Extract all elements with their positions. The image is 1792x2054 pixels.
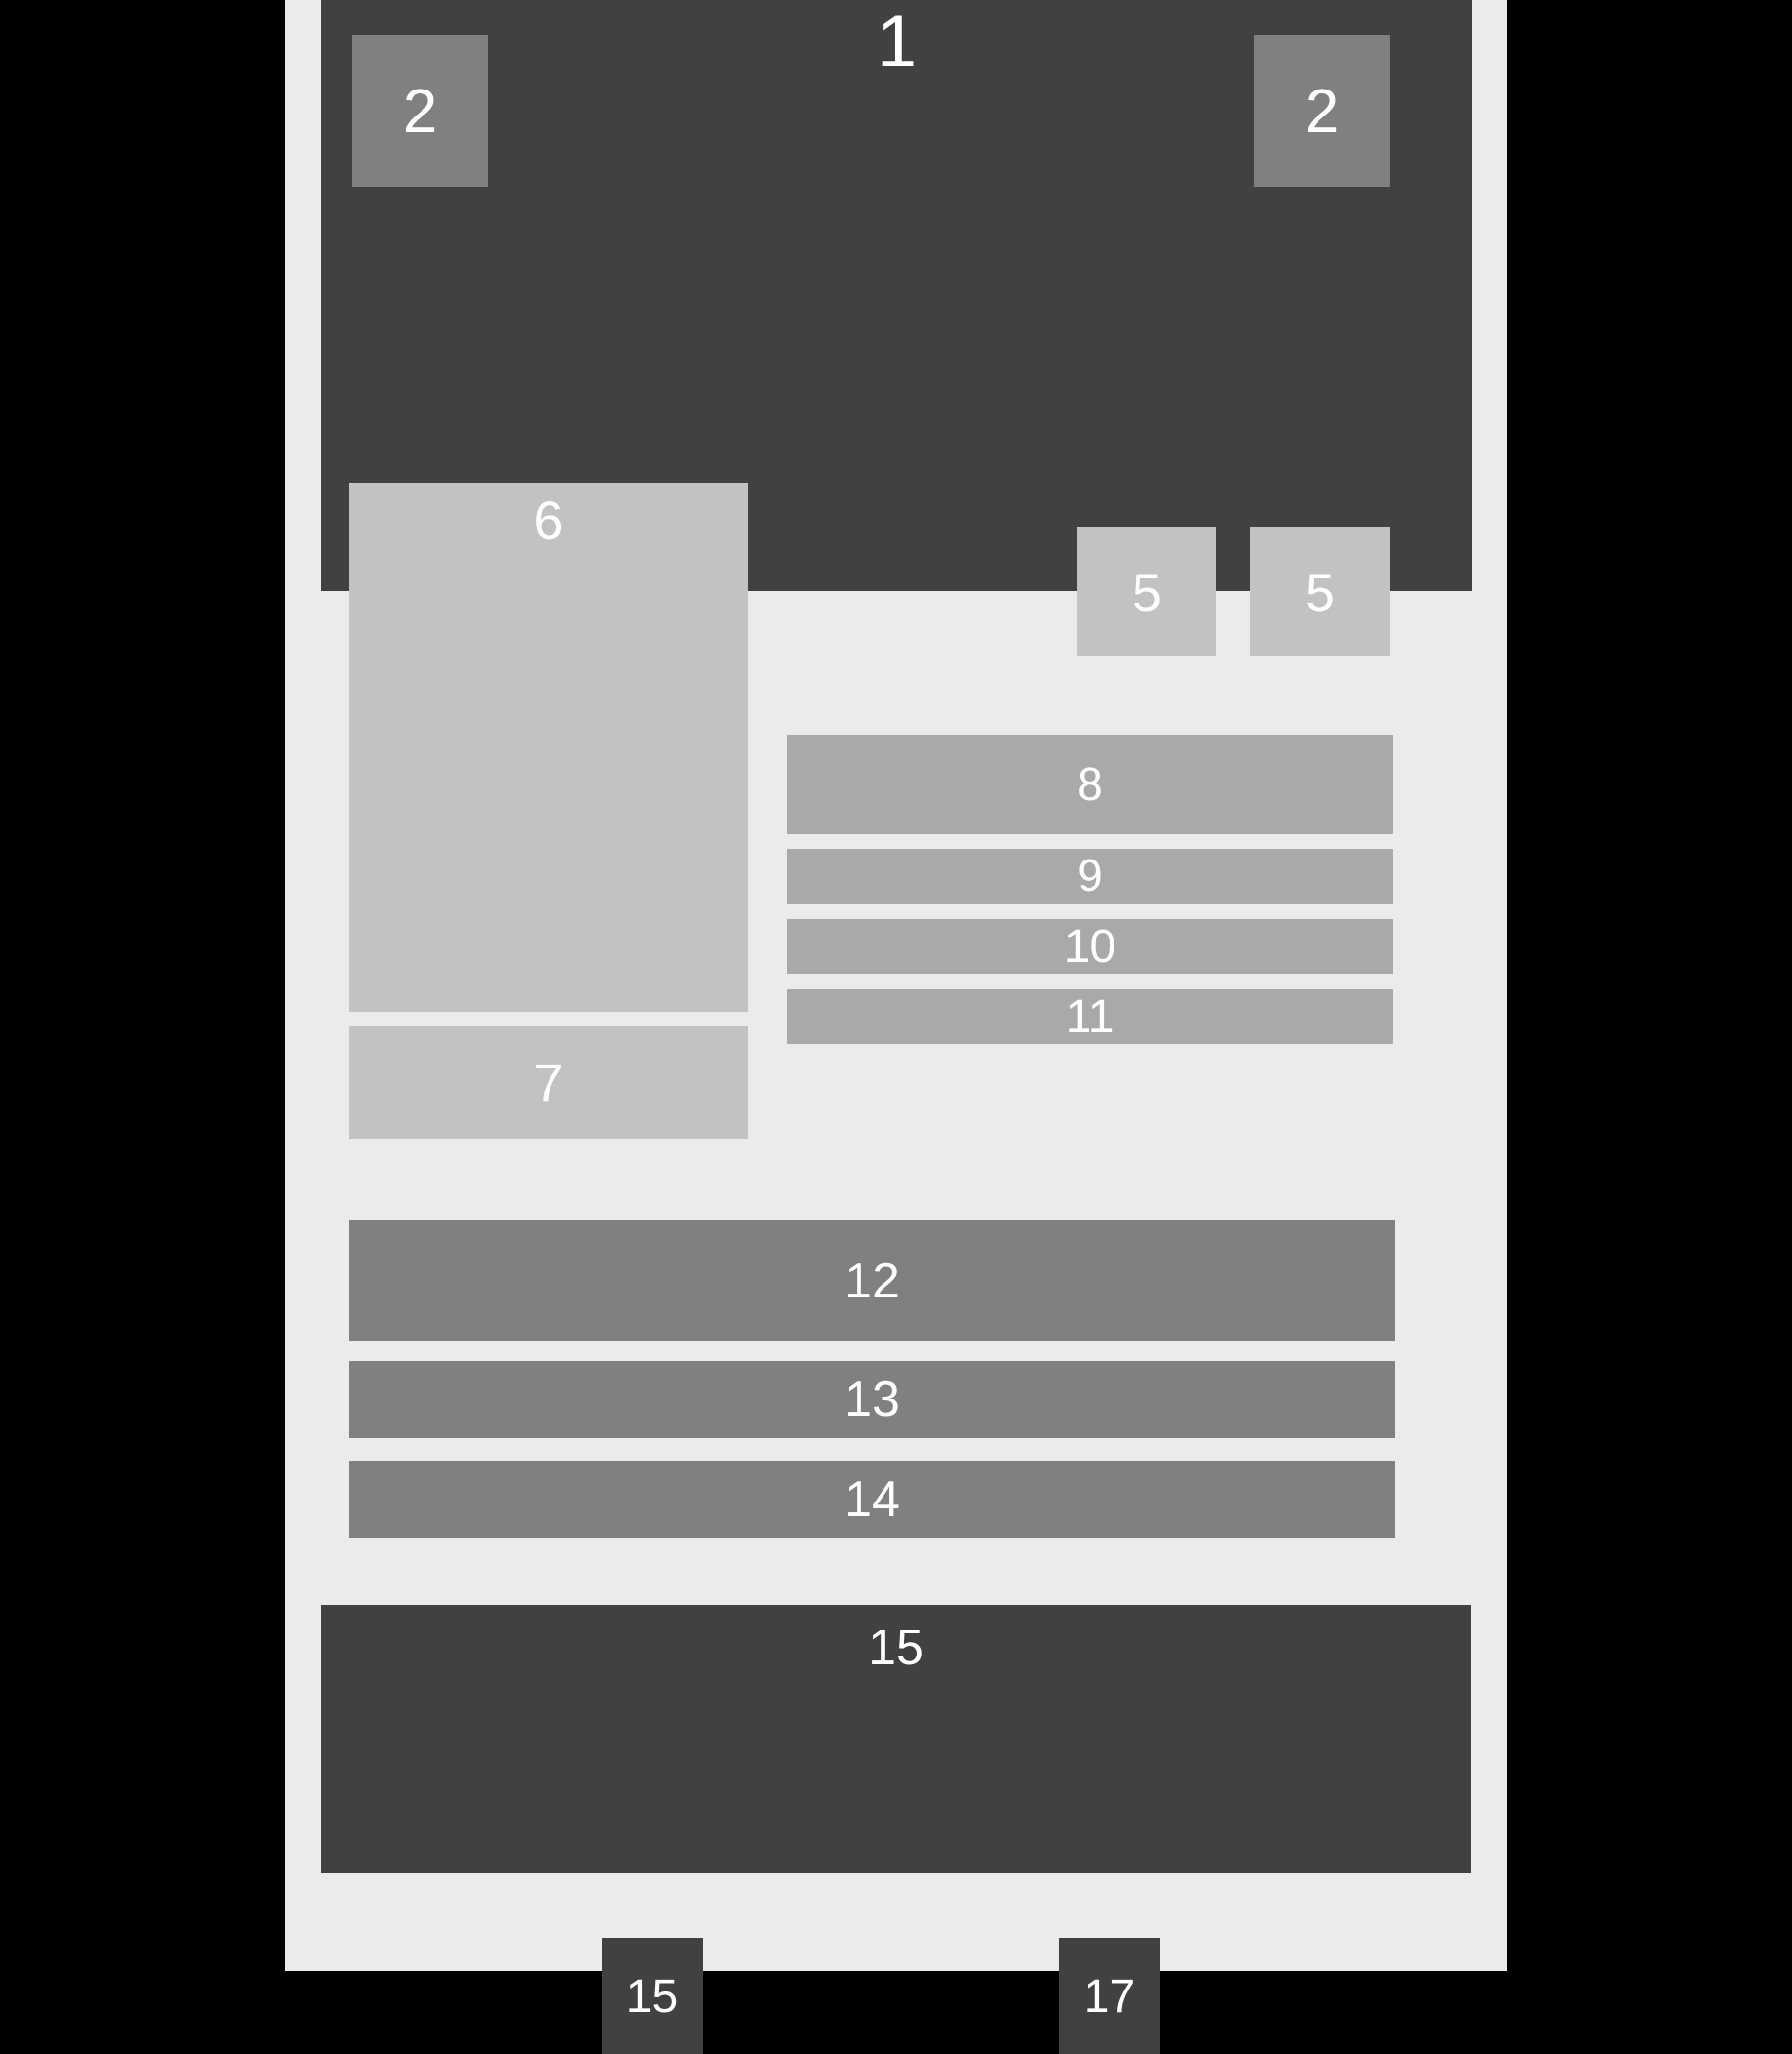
header-icon-right-label: 2 xyxy=(1305,75,1340,146)
info-row-10: 10 xyxy=(787,919,1393,974)
action-chip-right[interactable]: 5 xyxy=(1250,527,1390,656)
content-row-12: 12 xyxy=(349,1220,1395,1341)
footer-button-left-label: 15 xyxy=(627,1970,678,2023)
content-row-14-label: 14 xyxy=(844,1471,900,1528)
info-row-10-label: 10 xyxy=(1064,920,1115,973)
profile-caption: 7 xyxy=(349,1026,748,1139)
action-chip-right-label: 5 xyxy=(1305,561,1335,624)
header-banner-label: 1 xyxy=(877,0,917,84)
profile-image-label: 6 xyxy=(533,489,563,552)
action-chip-left[interactable]: 5 xyxy=(1077,527,1216,656)
footer-button-left[interactable]: 15 xyxy=(602,1938,703,2054)
header-icon-left[interactable]: 2 xyxy=(352,35,488,187)
profile-image: 6 xyxy=(349,483,748,1012)
content-row-13-label: 13 xyxy=(844,1371,900,1428)
action-chip-left-label: 5 xyxy=(1132,561,1162,624)
footer-banner: 15 xyxy=(321,1605,1471,1873)
info-row-8: 8 xyxy=(787,735,1393,834)
page-container: 1 2 2 6 5 5 8 9 10 11 7 12 13 14 15 15 1 xyxy=(285,0,1507,1971)
profile-caption-label: 7 xyxy=(533,1051,563,1114)
info-row-11: 11 xyxy=(787,989,1393,1044)
footer-banner-label: 15 xyxy=(868,1619,924,1677)
content-row-14: 14 xyxy=(349,1461,1395,1538)
content-row-12-label: 12 xyxy=(844,1252,900,1310)
info-row-9: 9 xyxy=(787,849,1393,904)
info-row-8-label: 8 xyxy=(1077,758,1103,811)
info-row-11-label: 11 xyxy=(1066,990,1114,1043)
info-row-9-label: 9 xyxy=(1077,850,1103,903)
content-row-13: 13 xyxy=(349,1361,1395,1438)
header-icon-right[interactable]: 2 xyxy=(1254,35,1390,187)
footer-button-right[interactable]: 17 xyxy=(1059,1938,1160,2054)
header-icon-left-label: 2 xyxy=(403,75,438,146)
footer-button-right-label: 17 xyxy=(1084,1970,1135,2023)
